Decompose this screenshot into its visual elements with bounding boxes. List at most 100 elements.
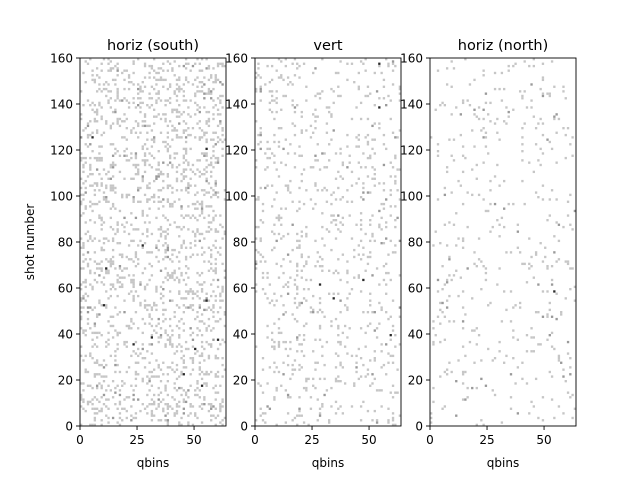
heatmap-cell — [184, 186, 188, 190]
heatmap-cell — [175, 110, 179, 114]
heatmap-cell — [255, 260, 258, 263]
heatmap-cell — [166, 184, 170, 187]
heatmap-cell — [391, 361, 395, 364]
heatmap-cell — [337, 170, 340, 174]
heatmap-cell — [89, 163, 92, 167]
heatmap-cell — [98, 274, 101, 277]
heatmap-cell — [259, 87, 262, 91]
heatmap-cell — [275, 366, 278, 369]
heatmap-cell — [141, 214, 144, 217]
heatmap-cell — [141, 331, 144, 335]
heatmap-cell — [273, 154, 276, 157]
heatmap-cell — [111, 283, 115, 286]
heatmap-cell — [373, 350, 376, 353]
heatmap-cell — [130, 414, 133, 417]
heatmap-cell — [203, 189, 206, 192]
heatmap-cell — [266, 140, 269, 144]
heatmap-cell — [93, 251, 97, 254]
heatmap-cell — [371, 166, 374, 169]
heatmap-cell — [214, 104, 217, 107]
heatmap-cell — [132, 294, 135, 298]
heatmap-cell — [180, 271, 183, 275]
heatmap-cell — [191, 202, 195, 206]
heatmap-cell — [116, 343, 119, 346]
heatmap-cell — [516, 246, 520, 249]
heatmap-cell — [280, 161, 283, 164]
heatmap-cell — [95, 110, 99, 114]
heatmap-cell — [191, 163, 195, 167]
heatmap-cell — [378, 64, 381, 68]
heatmap-cell — [194, 389, 197, 392]
heatmap-cell — [123, 113, 126, 116]
heatmap-cell — [93, 156, 97, 160]
heatmap-cell — [507, 110, 510, 114]
heatmap-cell — [100, 159, 103, 162]
heatmap-cell — [537, 343, 540, 346]
heatmap-cell — [284, 163, 287, 167]
heatmap-cell — [391, 83, 395, 86]
heatmap-cell — [221, 106, 224, 109]
heatmap-cell — [157, 322, 160, 325]
heatmap-cell — [180, 87, 183, 91]
heatmap-cell — [207, 120, 211, 123]
heatmap-cell — [143, 152, 147, 155]
heatmap-cell — [132, 62, 135, 65]
heatmap-cell — [109, 177, 112, 180]
heatmap-cell — [130, 239, 133, 243]
heatmap-cell — [286, 253, 290, 256]
heatmap-cells — [430, 58, 577, 427]
heatmap-cell — [346, 271, 349, 275]
heatmap-cell — [334, 177, 338, 180]
heatmap-cell — [571, 154, 574, 157]
heatmap-cell — [373, 173, 376, 176]
heatmap-cell — [150, 104, 154, 107]
heatmap-cell — [441, 301, 444, 305]
heatmap-cell — [337, 380, 340, 383]
heatmap-cell — [296, 285, 299, 289]
heatmap-cell — [82, 163, 85, 167]
heatmap-cell — [130, 212, 133, 215]
heatmap-cell — [200, 202, 204, 206]
heatmap-cell — [480, 377, 483, 381]
heatmap-cell — [528, 161, 531, 164]
heatmap-cell — [168, 366, 172, 369]
heatmap-cell — [537, 283, 540, 286]
heatmap-cell — [277, 232, 281, 236]
heatmap-cell — [471, 297, 474, 300]
heatmap-cell — [339, 60, 342, 63]
heatmap-cell — [203, 359, 206, 362]
heatmap-cell — [219, 122, 222, 125]
heatmap-cell — [196, 350, 199, 353]
heatmap-cell — [298, 301, 301, 305]
heatmap-cell — [91, 150, 94, 153]
heatmap-cell — [153, 76, 156, 79]
heatmap-cell — [541, 260, 545, 263]
heatmap-cell — [139, 283, 142, 286]
heatmap-cell — [137, 398, 140, 401]
heatmap-cell — [153, 368, 156, 371]
heatmap-cell — [121, 276, 124, 279]
heatmap-cell — [571, 393, 574, 397]
heatmap-cell — [80, 246, 83, 249]
heatmap-cell — [178, 251, 181, 254]
heatmap-cell — [194, 244, 197, 247]
heatmap-cell — [214, 74, 217, 77]
heatmap-cell — [93, 278, 97, 282]
heatmap-cell — [146, 200, 149, 203]
heatmap-cell — [371, 235, 374, 238]
heatmap-cell — [221, 419, 224, 422]
heatmap-cell — [264, 152, 267, 155]
heatmap-cell — [155, 175, 158, 178]
heatmap-cell — [184, 391, 188, 394]
heatmap-cell — [143, 120, 147, 123]
heatmap-cell — [102, 196, 106, 199]
heatmap-cell — [560, 361, 563, 364]
heatmap-cell — [541, 76, 545, 79]
heatmap-cell — [484, 145, 488, 148]
heatmap-cell — [282, 373, 285, 376]
heatmap-cell — [380, 405, 383, 408]
heatmap-cell — [143, 62, 147, 65]
heatmap-cell — [296, 414, 299, 417]
heatmap-cell — [366, 117, 370, 121]
heatmap-cell — [184, 76, 188, 79]
